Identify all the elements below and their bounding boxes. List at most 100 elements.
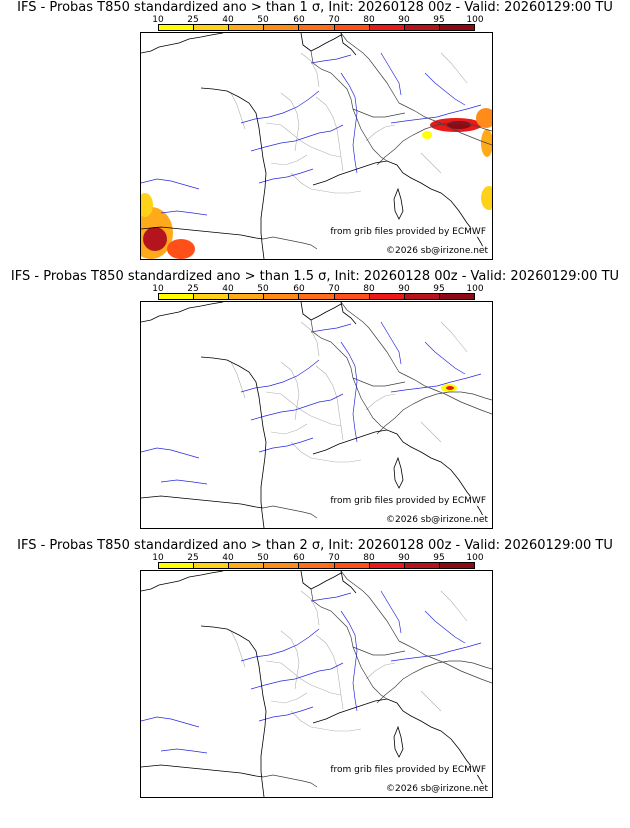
colorbar-segment xyxy=(404,563,440,568)
credit-copyright: ©2026 sb@irizone.net xyxy=(386,515,488,525)
coastline xyxy=(141,571,487,797)
colorbar-segment xyxy=(334,294,370,299)
colorbar-tick-label: 90 xyxy=(398,553,410,563)
coastline xyxy=(141,33,487,259)
colorbar-segment xyxy=(194,25,230,30)
rivers xyxy=(141,321,482,485)
colorbar xyxy=(158,293,475,300)
colorbar-tick-label: 70 xyxy=(328,15,340,25)
colorbar-segment xyxy=(264,294,300,299)
country-borders xyxy=(262,302,492,519)
region-borders xyxy=(230,52,468,194)
colorbar-tick-label: 10 xyxy=(152,553,164,563)
colorbar-tick-label: 25 xyxy=(187,15,199,25)
colorbar-tick-label: 25 xyxy=(187,553,199,563)
colorbar-segment xyxy=(299,563,335,568)
colorbar-tick-label: 40 xyxy=(222,15,234,25)
colorbar-segment xyxy=(229,563,265,568)
colorbar-segment xyxy=(334,563,370,568)
colorbar-segment xyxy=(229,25,265,30)
colorbar-tick-label: 90 xyxy=(398,15,410,25)
region-borders xyxy=(230,321,468,463)
colorbar-tick-label: 100 xyxy=(466,553,484,563)
probability-area xyxy=(143,227,167,251)
colorbar-segment xyxy=(369,294,405,299)
colorbar-tick-label: 60 xyxy=(293,15,305,25)
rivers xyxy=(141,590,482,754)
colorbar-tick-label: 95 xyxy=(433,15,445,25)
credit-copyright: ©2026 sb@irizone.net xyxy=(386,246,488,256)
rivers xyxy=(141,52,482,216)
colorbar-ticks: 10 25 40 50 60 70 80 90 95 100 xyxy=(152,284,483,294)
colorbar-tick-label: 50 xyxy=(257,553,269,563)
probability-area xyxy=(141,193,153,217)
probability-area xyxy=(446,386,454,390)
probability-area xyxy=(167,239,195,259)
colorbar-tick-label: 80 xyxy=(363,284,375,294)
map-canvas xyxy=(141,571,492,797)
colorbar-segment xyxy=(369,25,405,30)
colorbar-tick-label: 70 xyxy=(328,284,340,294)
colorbar-segment xyxy=(299,25,335,30)
colorbar-tick-label: 50 xyxy=(257,284,269,294)
colorbar-segment xyxy=(229,294,265,299)
colorbar-segment xyxy=(369,563,405,568)
colorbar-segment xyxy=(194,294,230,299)
colorbar-segment xyxy=(264,563,300,568)
colorbar-tick-label: 25 xyxy=(187,284,199,294)
colorbar-tick-label: 10 xyxy=(152,15,164,25)
probability-area xyxy=(422,131,432,139)
colorbar-segment xyxy=(404,294,440,299)
colorbar-segment xyxy=(264,25,300,30)
colorbar-ticks: 10 25 40 50 60 70 80 90 95 100 xyxy=(152,15,483,25)
colorbar-tick-label: 70 xyxy=(328,553,340,563)
colorbar-tick-label: 100 xyxy=(466,284,484,294)
colorbar-segment xyxy=(159,25,195,30)
panel-title: IFS - Probas T850 standardized ano > tha… xyxy=(17,0,613,15)
colorbar-tick-label: 60 xyxy=(293,284,305,294)
panel-title: IFS - Probas T850 standardized ano > tha… xyxy=(10,269,620,284)
colorbar xyxy=(158,562,475,569)
forecast-panel: IFS - Probas T850 standardized ano > tha… xyxy=(0,0,630,270)
colorbar-tick-label: 100 xyxy=(466,15,484,25)
map-frame: from grib files provided by ECMWF ©2026 s… xyxy=(140,570,493,798)
credit-source: from grib files provided by ECMWF xyxy=(330,765,486,775)
colorbar xyxy=(158,24,475,31)
map-canvas xyxy=(141,302,492,528)
colorbar-tick-label: 80 xyxy=(363,15,375,25)
colorbar-tick-label: 10 xyxy=(152,284,164,294)
colorbar-tick-label: 90 xyxy=(398,284,410,294)
map-frame: from grib files provided by ECMWF ©2026 s… xyxy=(140,32,493,260)
colorbar-tick-label: 95 xyxy=(433,553,445,563)
colorbar-segment xyxy=(439,563,474,568)
colorbar-segment xyxy=(439,294,474,299)
colorbar-segment xyxy=(159,294,195,299)
probability-area xyxy=(476,108,492,128)
panel-title: IFS - Probas T850 standardized ano > tha… xyxy=(17,538,613,553)
colorbar-tick-label: 40 xyxy=(222,553,234,563)
country-borders xyxy=(262,33,492,250)
probability-area xyxy=(481,186,492,210)
map-canvas xyxy=(141,33,492,259)
credit-copyright: ©2026 sb@irizone.net xyxy=(386,784,488,794)
colorbar-segment xyxy=(159,563,195,568)
forecast-panel: IFS - Probas T850 standardized ano > tha… xyxy=(0,538,630,808)
colorbar-segment xyxy=(439,25,474,30)
colorbar-tick-label: 80 xyxy=(363,553,375,563)
coastline xyxy=(141,302,487,528)
colorbar-segment xyxy=(299,294,335,299)
colorbar-segment xyxy=(194,563,230,568)
region-borders xyxy=(230,590,468,732)
colorbar-ticks: 10 25 40 50 60 70 80 90 95 100 xyxy=(152,553,483,563)
colorbar-segment xyxy=(404,25,440,30)
colorbar-tick-label: 60 xyxy=(293,553,305,563)
colorbar-tick-label: 50 xyxy=(257,15,269,25)
country-borders xyxy=(262,571,492,788)
colorbar-segment xyxy=(334,25,370,30)
map-frame: from grib files provided by ECMWF ©2026 s… xyxy=(140,301,493,529)
forecast-panel: IFS - Probas T850 standardized ano > tha… xyxy=(0,269,630,539)
credit-source: from grib files provided by ECMWF xyxy=(330,496,486,506)
colorbar-tick-label: 40 xyxy=(222,284,234,294)
credit-source: from grib files provided by ECMWF xyxy=(330,227,486,237)
colorbar-tick-label: 95 xyxy=(433,284,445,294)
